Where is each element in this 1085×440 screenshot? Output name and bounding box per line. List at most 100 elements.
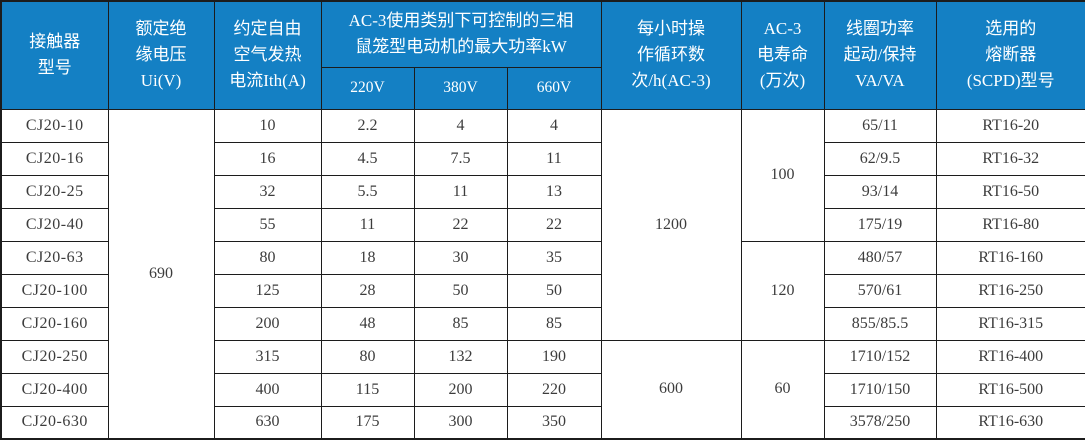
cell-model: CJ20-100 <box>0 273 109 308</box>
header-line: AC-3使用类别下可控制的三相 <box>348 10 574 30</box>
cell-ith: 10 <box>213 108 322 143</box>
header-line: (SCPD)型号 <box>966 71 1055 91</box>
cell-fuse-model: RT16-500 <box>935 372 1085 407</box>
cell-power-660: 85 <box>506 306 602 341</box>
header-electrical-life: AC-3 电寿命 (万次) <box>740 0 825 110</box>
cell-fuse-model: RT16-400 <box>935 339 1085 374</box>
cell-coil-power: 175/19 <box>823 207 937 242</box>
cell-coil-power: 855/85.5 <box>823 306 937 341</box>
header-contactor-model: 接触器 型号 <box>0 0 109 110</box>
cell-power-660: 4 <box>506 108 602 143</box>
header-ac3-max-power: AC-3使用类别下可控制的三相 鼠笼型电动机的最大功率kW <box>320 0 602 68</box>
cell-power-660: 11 <box>506 141 602 176</box>
cell-ith: 55 <box>213 207 322 242</box>
header-row-top: 接触器 型号 额定绝 缘电压 Ui(V) 约定自由 空气发热 电流Ith(A) … <box>0 0 1085 110</box>
cell-power-220: 2.2 <box>320 108 415 143</box>
header-line: 起动/保持 <box>843 45 917 65</box>
cell-power-660: 22 <box>506 207 602 242</box>
cell-coil-power: 3578/250 <box>823 405 937 440</box>
header-fuse-model: 选用的 熔断器 (SCPD)型号 <box>935 0 1085 110</box>
cell-power-220: 5.5 <box>320 174 415 209</box>
cell-ith: 200 <box>213 306 322 341</box>
cell-ith: 80 <box>213 240 322 275</box>
table-row: CJ20-16 16 4.5 7.5 11 62/9.5 RT16-32 <box>0 141 1085 176</box>
cell-power-380: 4 <box>413 108 508 143</box>
cell-power-380: 132 <box>413 339 508 374</box>
header-voltage-660: 660V <box>506 66 602 110</box>
cell-coil-power: 65/11 <box>823 108 937 143</box>
header-cycles-per-hour: 每小时操 作循环数 次/h(AC-3) <box>600 0 742 110</box>
cell-fuse-model: RT16-315 <box>935 306 1085 341</box>
cell-cycles-1200: 1200 <box>600 108 742 341</box>
cell-power-220: 48 <box>320 306 415 341</box>
cell-model: CJ20-400 <box>0 372 109 407</box>
header-line: 电寿命 <box>757 45 808 65</box>
header-line: 每小时操 <box>637 18 705 38</box>
cell-model: CJ20-630 <box>0 405 109 440</box>
cell-model: CJ20-250 <box>0 339 109 374</box>
cell-cycles-600: 600 <box>600 339 742 440</box>
cell-life-120: 120 <box>740 240 825 341</box>
cell-model: CJ20-10 <box>0 108 109 143</box>
cell-model: CJ20-40 <box>0 207 109 242</box>
header-line: 熔断器 <box>985 45 1037 65</box>
cell-power-220: 28 <box>320 273 415 308</box>
cell-ui-voltage: 690 <box>107 108 215 440</box>
header-line: VA/VA <box>855 71 905 91</box>
table-row: CJ20-100 125 28 50 50 570/61 RT16-250 <box>0 273 1085 308</box>
header-line: (万次) <box>759 71 806 91</box>
cell-power-220: 18 <box>320 240 415 275</box>
cell-power-380: 7.5 <box>413 141 508 176</box>
cell-power-380: 200 <box>413 372 508 407</box>
cell-coil-power: 480/57 <box>823 240 937 275</box>
cell-model: CJ20-160 <box>0 306 109 341</box>
cell-ith: 32 <box>213 174 322 209</box>
header-line: 作循环数 <box>637 45 705 65</box>
cell-model: CJ20-25 <box>0 174 109 209</box>
cell-power-220: 80 <box>320 339 415 374</box>
cell-power-660: 35 <box>506 240 602 275</box>
header-line: 电流Ith(A) <box>229 71 306 91</box>
header-line: 选用的 <box>985 18 1037 38</box>
cell-power-380: 30 <box>413 240 508 275</box>
cell-coil-power: 1710/150 <box>823 372 937 407</box>
cell-ith: 16 <box>213 141 322 176</box>
cell-power-220: 115 <box>320 372 415 407</box>
header-line: 线圈功率 <box>846 18 914 38</box>
header-thermal-current: 约定自由 空气发热 电流Ith(A) <box>213 0 322 110</box>
cell-power-660: 190 <box>506 339 602 374</box>
cell-ith: 630 <box>213 405 322 440</box>
table-row: CJ20-25 32 5.5 11 13 93/14 RT16-50 <box>0 174 1085 209</box>
cell-life-60: 60 <box>740 339 825 440</box>
table-row: CJ20-250 315 80 132 190 600 60 1710/152 … <box>0 339 1085 440</box>
cell-coil-power: 62/9.5 <box>823 141 937 176</box>
header-line: 空气发热 <box>233 45 302 65</box>
cell-coil-power: 93/14 <box>823 174 937 209</box>
cell-fuse-model: RT16-630 <box>935 405 1085 440</box>
table-row: CJ20-10 690 10 2.2 4 4 1200 100 65/11 RT… <box>0 108 1085 440</box>
header-line: 鼠笼型电动机的最大功率kW <box>355 37 567 57</box>
header-line: 接触器 <box>29 31 81 51</box>
header-row-voltages: 220V 380V 660V <box>1 66 1085 110</box>
header-line: 缘电压 <box>135 45 187 65</box>
cell-power-220: 11 <box>320 207 415 242</box>
cell-model: CJ20-16 <box>0 141 109 176</box>
cell-life-100: 100 <box>740 108 825 242</box>
cell-coil-power: 1710/152 <box>823 339 937 374</box>
header-line: 型号 <box>37 58 72 78</box>
header-line: 额定绝 <box>135 18 187 38</box>
cell-fuse-model: RT16-50 <box>935 174 1085 209</box>
cell-power-380: 11 <box>413 174 508 209</box>
cell-power-220: 175 <box>320 405 415 440</box>
header-line: 约定自由 <box>233 18 302 38</box>
table-row: CJ20-40 55 11 22 22 175/19 RT16-80 <box>0 207 1085 242</box>
header-line: 次/h(AC-3) <box>631 71 711 91</box>
cell-coil-power: 570/61 <box>823 273 937 308</box>
cell-power-660: 350 <box>506 405 602 440</box>
cell-power-660: 50 <box>506 273 602 308</box>
cell-ith: 315 <box>213 339 322 374</box>
cell-ith: 400 <box>213 372 322 407</box>
cell-model: CJ20-63 <box>0 240 109 275</box>
table-row: CJ20-160 200 48 85 85 855/85.5 RT16-315 <box>0 306 1085 341</box>
